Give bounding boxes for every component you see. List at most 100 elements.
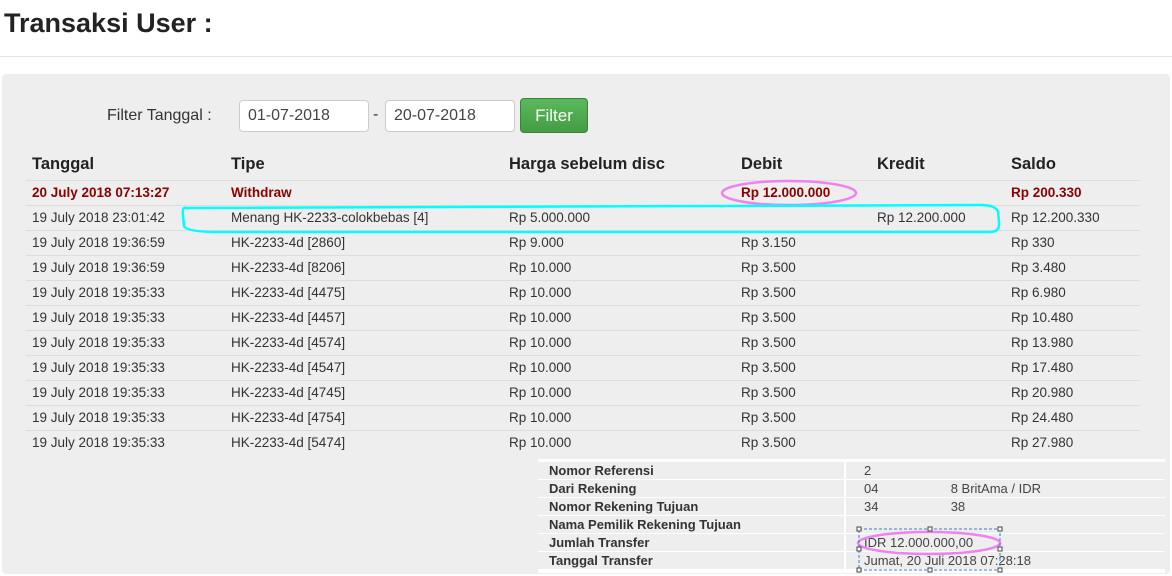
date-from-input[interactable]: 01-07-2018 [239,100,369,132]
page-title: Transaksi User : [4,8,213,38]
cell-tipe: HK-2233-4d [5474] [225,429,503,455]
cell-kredit [871,179,1005,205]
cell-saldo: Rp 330 [1005,229,1140,255]
filter-label: Filter Tanggal : [107,107,212,124]
cell-debit [735,204,871,230]
cell-tanggal: 19 July 2018 19:36:59 [26,229,225,255]
cell-tipe: HK-2233-4d [4574] [225,329,503,355]
cell-kredit [871,279,1005,305]
table-row: 19 July 2018 19:35:33 HK-2233-4d [4574] Rp… [26,329,1140,355]
filter-button[interactable]: Filter [520,98,588,133]
cell-tanggal: 19 July 2018 19:35:33 [26,379,225,405]
date-separator: - [373,106,379,123]
cell-tipe: Withdraw [225,179,503,205]
cell-debit: Rp 12.000.000 [735,179,871,205]
cell-debit: Rp 3.500 [735,304,871,330]
detail-row: Nama Pemilik Rekening Tujuan [538,516,1165,534]
cell-debit: Rp 3.500 [735,429,871,455]
table-row: 19 July 2018 19:35:33 HK-2233-4d [4754] Rp… [26,404,1140,430]
cell-harga: Rp 10.000 [503,379,735,405]
header-debit: Debit [735,150,871,181]
cell-tipe: HK-2233-4d [2860] [225,229,503,255]
table-row: 19 July 2018 19:35:33 HK-2233-4d [4457] Rp… [26,304,1140,330]
cell-tipe: HK-2233-4d [8206] [225,254,503,280]
cell-kredit [871,379,1005,405]
header-saldo: Saldo [1005,150,1140,181]
header-tipe: Tipe [225,150,503,181]
header-tanggal: Tanggal [26,150,225,181]
cell-saldo: Rp 24.480 [1005,404,1140,430]
detail-row: Jumlah Transfer IDR 12.000.000,00 [538,534,1165,552]
header-harga: Harga sebelum disc [503,150,735,181]
cell-saldo: Rp 200.330 [1005,179,1140,205]
detail-label: Nama Pemilik Rekening Tujuan [538,516,846,533]
cell-tanggal: 19 July 2018 19:35:33 [26,354,225,380]
detail-row: Nomor Referensi 2 [538,462,1165,480]
detail-value: 2 [864,463,872,478]
cell-tanggal: 19 July 2018 19:35:33 [26,429,225,455]
cell-kredit [871,304,1005,330]
cell-debit: Rp 3.500 [735,279,871,305]
cell-harga: Rp 10.000 [503,329,735,355]
cell-tipe: Menang HK-2233-colokbebas [4] [225,204,503,230]
cell-saldo: Rp 27.980 [1005,429,1140,455]
table-header: Tanggal Tipe Harga sebelum disc Debit Kr… [26,150,1140,181]
cell-debit: Rp 3.500 [735,379,871,405]
cell-debit: Rp 3.500 [735,404,871,430]
date-to-input[interactable]: 20-07-2018 [385,100,515,132]
table-row: 19 July 2018 23:01:42 Menang HK-2233-colo… [26,204,1140,230]
cell-harga: Rp 9.000 [503,229,735,255]
table-row: 19 July 2018 19:35:33 HK-2233-4d [4745] Rp… [26,379,1140,405]
detail-value: Jumat, 20 Juli 2018 07:28:18 [864,553,1031,568]
cell-tipe: HK-2233-4d [4457] [225,304,503,330]
cell-debit: Rp 3.500 [735,329,871,355]
cell-harga: Rp 10.000 [503,279,735,305]
cell-tanggal: 19 July 2018 19:35:33 [26,304,225,330]
table-row: 19 July 2018 19:36:59 HK-2233-4d [2860] Rp… [26,229,1140,255]
cell-tanggal: 19 July 2018 19:35:33 [26,329,225,355]
detail-row: Tanggal Transfer Jumat, 20 Juli 2018 07:2… [538,552,1165,570]
cell-tipe: HK-2233-4d [4547] [225,354,503,380]
cell-kredit [871,329,1005,355]
detail-value [846,516,864,533]
cell-harga: Rp 10.000 [503,404,735,430]
cell-saldo: Rp 17.480 [1005,354,1140,380]
cell-kredit: Rp 12.200.000 [871,204,1005,230]
cell-tanggal: 19 July 2018 19:35:33 [26,404,225,430]
cell-tipe: HK-2233-4d [4754] [225,404,503,430]
cell-debit: Rp 3.500 [735,254,871,280]
cell-tanggal: 19 July 2018 23:01:42 [26,204,225,230]
cell-debit: Rp 3.500 [735,354,871,380]
detail-row: Dari Rekening 04 8 BritAma / IDR [538,480,1165,498]
cell-saldo: Rp 3.480 [1005,254,1140,280]
cell-kredit [871,354,1005,380]
detail-label: Dari Rekening [538,480,846,497]
cell-saldo: Rp 6.980 [1005,279,1140,305]
table-row: 19 July 2018 19:36:59 HK-2233-4d [8206] Rp… [26,254,1140,280]
cell-harga: Rp 10.000 [503,304,735,330]
table-row: 19 July 2018 19:35:33 HK-2233-4d [4475] Rp… [26,279,1140,305]
cell-tipe: HK-2233-4d [4475] [225,279,503,305]
cell-harga: Rp 10.000 [503,429,735,455]
table-row: 19 July 2018 19:35:33 HK-2233-4d [4547] Rp… [26,354,1140,380]
detail-value: IDR 12.000.000,00 [864,535,974,550]
detail-row: Nomor Rekening Tujuan 34 38 [538,498,1165,516]
cell-harga: Rp 10.000 [503,354,735,380]
cell-kredit [871,254,1005,280]
cell-tanggal: 19 July 2018 19:35:33 [26,279,225,305]
cell-harga: Rp 10.000 [503,254,735,280]
cell-saldo: Rp 12.200.330 [1005,204,1140,230]
detail-label: Tanggal Transfer [538,552,846,569]
header-kredit: Kredit [871,150,1005,181]
cell-tanggal: 19 July 2018 19:36:59 [26,254,225,280]
transactions-table: Tanggal Tipe Harga sebelum disc Debit Kr… [26,150,1140,455]
cell-harga: Rp 5.000.000 [503,204,735,230]
cell-saldo: Rp 13.980 [1005,329,1140,355]
cell-saldo: Rp 20.980 [1005,379,1140,405]
cell-debit: Rp 3.150 [735,229,871,255]
transfer-details-popup: Nomor Referensi 2 Dari Rekening 04 8 BritAm… [538,459,1165,573]
table-row: 20 July 2018 07:13:27 Withdraw Rp 12.000.0… [26,179,1140,205]
cell-kredit [871,429,1005,455]
cell-harga [503,179,735,205]
detail-label: Nomor Rekening Tujuan [538,498,846,515]
